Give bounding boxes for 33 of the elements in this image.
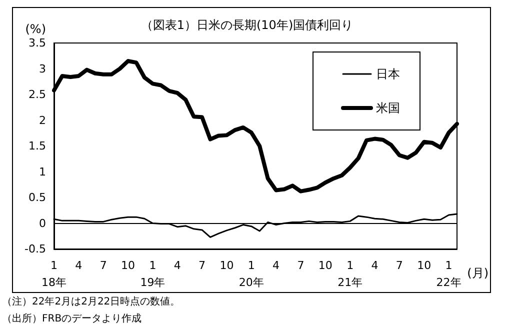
- y-tick-label: 2.5: [28, 88, 46, 101]
- x-tick-label: 1 18年: [42, 259, 66, 289]
- text: （注）22年2月は2月22日時点の数値。: [2, 296, 180, 308]
- y-tick-label: 0.5: [28, 191, 46, 204]
- x-tick-label: 10: [220, 259, 234, 272]
- text: （出所）FRBのデータより作成: [2, 312, 142, 324]
- y-tick-label: 1.5: [28, 140, 46, 152]
- legend-label: 米国: [376, 101, 400, 115]
- y-tick-label: 1: [39, 165, 46, 178]
- chart-title: （図表1）日米の長期(10年)国債利回り: [140, 18, 354, 32]
- x-tick-label: 7: [100, 259, 107, 272]
- x-tick-label: 4: [371, 259, 378, 272]
- x-tick-label: 10: [417, 259, 432, 272]
- y-tick-label: -0.5: [24, 242, 46, 256]
- y-tick-label: 2: [39, 114, 46, 127]
- x-tick-label: 4: [174, 259, 181, 272]
- x-tick-label: 4: [75, 259, 82, 272]
- x-tick-label: 10: [121, 259, 136, 272]
- x-tick-label: 1 22年: [436, 259, 462, 289]
- y-tick-label: 3.5: [28, 36, 46, 50]
- y-axis-title: (%): [25, 22, 46, 36]
- legend-label: 日本: [376, 67, 400, 81]
- x-tick-label: 1 21年: [338, 259, 363, 289]
- x-tick-label: 1 19年: [140, 259, 166, 289]
- x-tick-label: 4: [272, 259, 280, 272]
- y-tick-label: 0: [39, 216, 46, 230]
- y-tick-label: 3: [39, 62, 46, 76]
- x-tick-label: 10: [318, 259, 332, 272]
- x-tick-label: 1 20年: [238, 259, 264, 289]
- x-axis-title: (月): [467, 266, 489, 280]
- x-tick-label: 7: [297, 259, 304, 272]
- x-tick-label: 7: [198, 259, 206, 272]
- x-tick-label: 7: [396, 259, 403, 272]
